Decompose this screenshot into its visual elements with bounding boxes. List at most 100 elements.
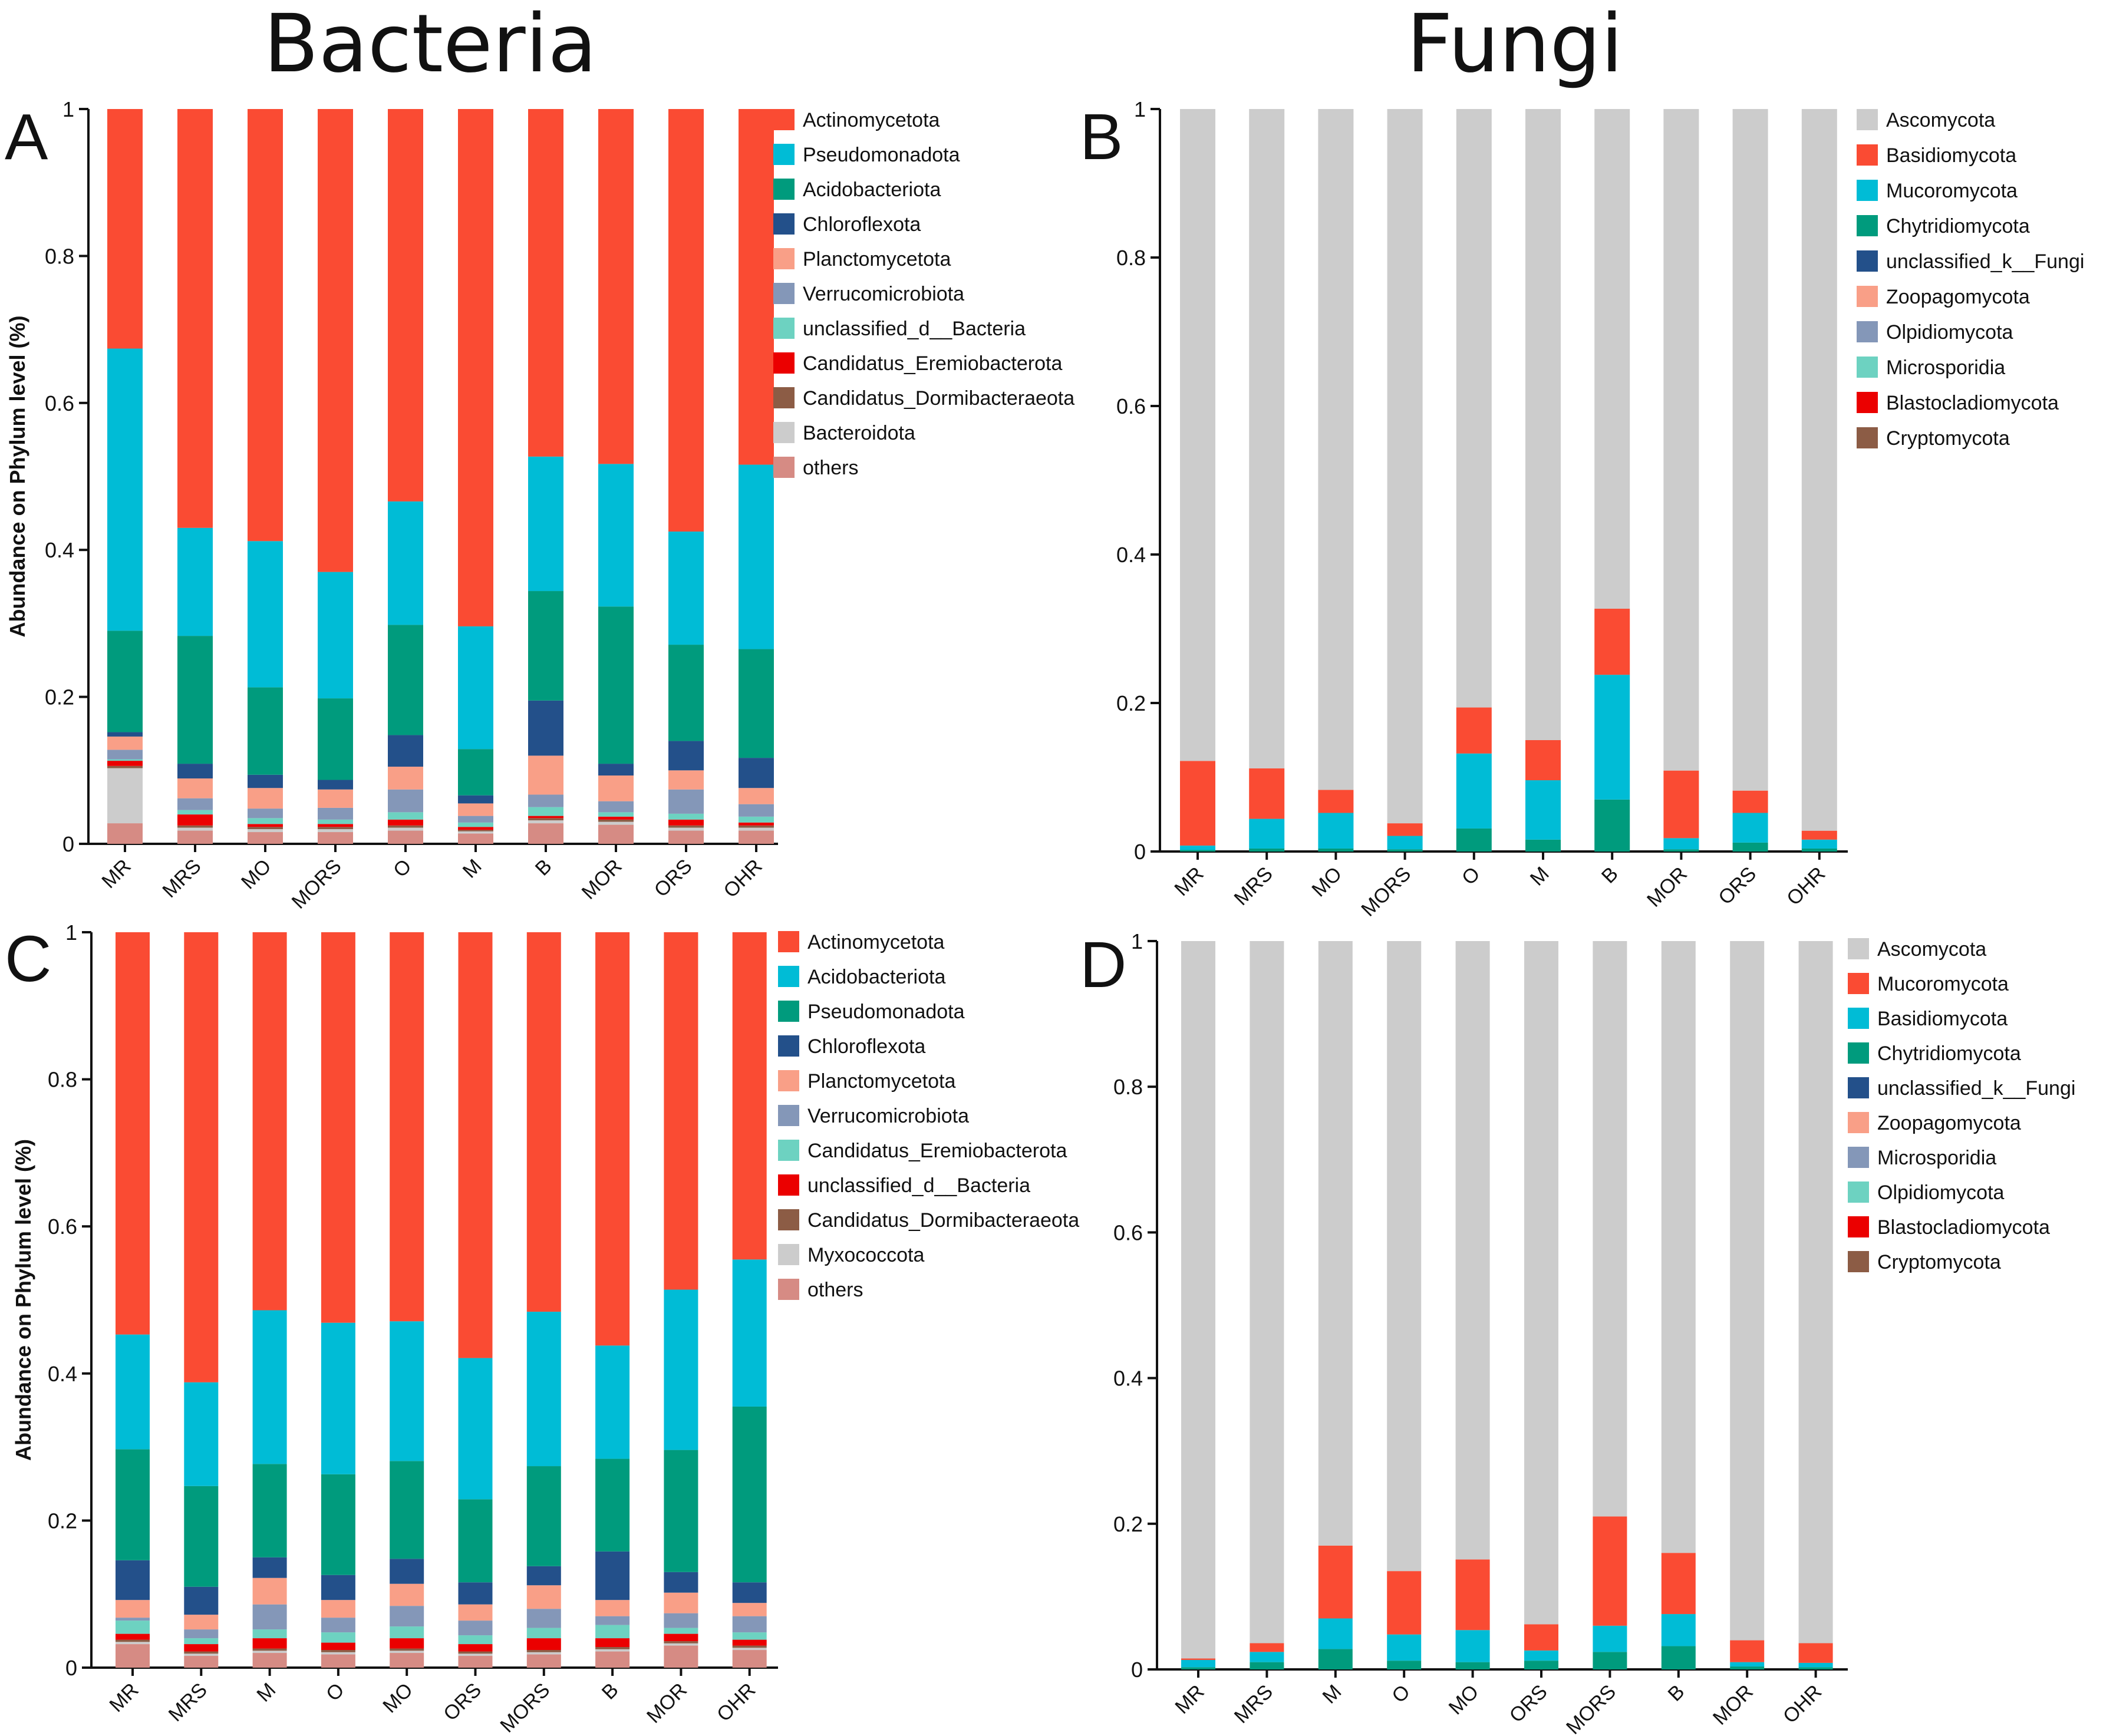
legend-swatch — [1848, 1181, 1869, 1203]
bar-segment — [107, 750, 143, 760]
legend-swatch — [773, 318, 795, 339]
bar-segment — [739, 830, 774, 844]
bar-segment — [732, 1648, 767, 1651]
bar-segment — [1798, 1662, 1833, 1668]
bar-segment — [318, 698, 353, 780]
bar-segment — [668, 827, 704, 831]
bar-segment — [1801, 839, 1837, 849]
legend-label: Mucoromycota — [1877, 973, 2009, 995]
bar-segment — [388, 109, 423, 501]
bar-segment — [739, 758, 774, 788]
legend-label: Myxococcota — [807, 1244, 924, 1266]
legend-label: Candidatus_Dormibacteraeota — [807, 1209, 1079, 1232]
x-tick-label: MRS — [164, 1679, 212, 1726]
bar-segment — [1593, 1516, 1627, 1626]
bar-segment — [107, 759, 143, 761]
bar-segment — [1663, 770, 1699, 839]
bar-segment — [598, 824, 634, 844]
bar-segment — [1181, 1659, 1215, 1668]
bar-segment — [1524, 941, 1558, 1625]
bar-segment — [184, 1586, 219, 1615]
bar-segment — [668, 741, 704, 771]
bar-segment — [664, 1641, 698, 1643]
bar-segment — [739, 816, 774, 823]
bar-segment — [321, 1322, 355, 1474]
bar-segment — [458, 822, 493, 827]
y-tick-label: 0.6 — [48, 1214, 77, 1239]
bar-segment — [1455, 941, 1490, 1560]
x-tick-label: MR — [105, 1679, 143, 1717]
bar-segment — [739, 822, 774, 826]
bar-segment — [1730, 941, 1765, 1641]
bar-segment — [116, 1639, 150, 1642]
legend-swatch — [778, 1070, 799, 1091]
bar-segment — [1593, 1625, 1627, 1652]
bar-segment — [390, 932, 424, 1322]
y-tick-label: 0 — [62, 832, 74, 856]
y-axis-label: Abundance on Phylum level (%) — [11, 1139, 35, 1461]
bar-segment — [598, 819, 634, 822]
bar-segment — [388, 819, 423, 826]
bar-segment — [595, 1458, 630, 1552]
bar-segment — [526, 1466, 561, 1566]
bar-segment — [526, 1654, 561, 1668]
bar-segment — [458, 109, 493, 626]
x-tick-label: OHR — [719, 855, 766, 902]
bar-segment — [668, 813, 704, 820]
legend-label: Chytridiomycota — [1877, 1042, 2021, 1065]
bar-segment — [318, 824, 353, 827]
bar-segment — [390, 1653, 424, 1668]
bar-segment — [528, 109, 563, 457]
bar-segment — [458, 830, 493, 831]
x-tick-label: MR — [1171, 1681, 1208, 1718]
bar-segment — [668, 532, 704, 645]
x-tick-label: MO — [237, 855, 276, 894]
bar-segment — [526, 1585, 561, 1609]
bar-segment — [458, 1499, 493, 1583]
y-tick-label: 1 — [62, 97, 74, 121]
bar-segment — [1456, 828, 1492, 852]
bar-segment — [388, 827, 423, 831]
legend-label: Microsporidia — [1886, 357, 2005, 379]
bar-segment — [184, 1644, 219, 1652]
legend-label: Ascomycota — [1877, 938, 1986, 961]
bar-segment — [1318, 813, 1354, 849]
y-tick-label: 0.4 — [45, 538, 74, 562]
legend-swatch — [778, 1209, 799, 1230]
bar-segment — [528, 755, 563, 795]
x-tick-label: ORS — [1714, 863, 1761, 909]
x-tick-label: O — [1387, 1681, 1415, 1708]
x-tick-label: MOR — [642, 1679, 691, 1728]
x-tick-label: MR — [97, 855, 135, 893]
legend-swatch — [778, 1105, 799, 1126]
legend-swatch — [1857, 286, 1878, 307]
legend-swatch — [1848, 1216, 1869, 1237]
legend-label: Pseudomonadota — [803, 144, 960, 166]
bar-segment — [318, 780, 353, 790]
bar-segment — [528, 823, 563, 844]
legend-swatch — [778, 1244, 799, 1265]
legend-label: Olpidiomycota — [1877, 1181, 2005, 1204]
bar-segment — [1318, 1618, 1353, 1649]
bar-segment — [184, 1629, 219, 1639]
bar-segment — [107, 765, 143, 768]
bar-segment — [1801, 830, 1837, 840]
bar-segment — [390, 1638, 424, 1649]
bar-segment — [595, 1345, 630, 1459]
bar-segment — [1732, 790, 1768, 813]
bar-segment — [184, 1615, 219, 1630]
bar-segment — [321, 1474, 355, 1575]
x-tick-label: O — [322, 1679, 349, 1706]
legend-swatch — [778, 1174, 799, 1196]
legend-swatch — [778, 931, 799, 952]
bar-segment — [1594, 675, 1630, 800]
bar-segment — [739, 827, 774, 831]
bar-segment — [458, 831, 493, 834]
bar-segment — [1180, 845, 1215, 850]
y-tick-label: 0.8 — [1116, 246, 1146, 270]
x-tick-label: MORS — [1562, 1681, 1620, 1736]
bar-segment — [732, 932, 767, 1260]
y-tick-label: 0.4 — [1116, 543, 1146, 567]
bar-segment — [668, 645, 704, 741]
bar-segment — [595, 932, 630, 1346]
